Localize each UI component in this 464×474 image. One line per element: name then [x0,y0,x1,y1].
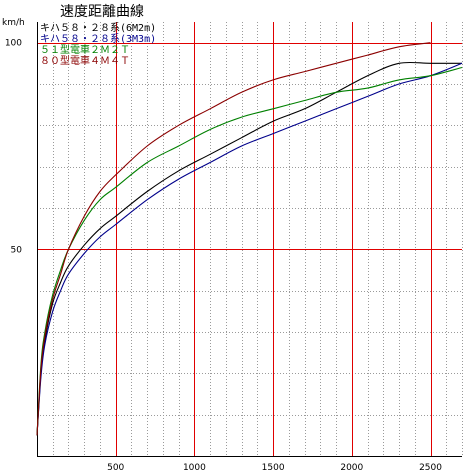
legend-entry-2: キハ５８・２８系(3M3m) [40,33,156,45]
x-tick-label: 1000 [183,463,206,473]
series-line-4 [36,42,431,436]
legend: キハ５８・２８系(6M2m)キハ５８・２８系(3M3m)５１型電車２Ｍ２Ｔ８０型… [40,22,156,67]
series-lines [36,42,463,436]
y-tick-label: 50 [11,245,23,255]
y-axis-unit-label: km/h [2,18,25,28]
chart-title: 速度距離曲線 [60,3,144,20]
series-line-2 [36,62,463,436]
grid [37,22,463,456]
x-tick-label: 1500 [262,463,285,473]
series-line-3 [36,66,463,436]
series-line-1 [36,61,462,436]
legend-entry-4: ８０型電車４Ｍ４Ｔ [40,54,130,67]
y-tick-label: 100 [5,39,22,49]
x-tick-label: 2500 [419,463,442,473]
legend-entry-1: キハ５８・２８系(6M2m) [40,22,156,34]
axes [37,22,462,457]
tick-labels: 500 1000 1500 2000 2500 50 100 [5,39,442,473]
x-tick-label: 2000 [340,463,363,473]
x-tick-label: 500 [107,463,124,473]
legend-entry-3: ５１型電車２Ｍ２Ｔ [40,43,130,56]
